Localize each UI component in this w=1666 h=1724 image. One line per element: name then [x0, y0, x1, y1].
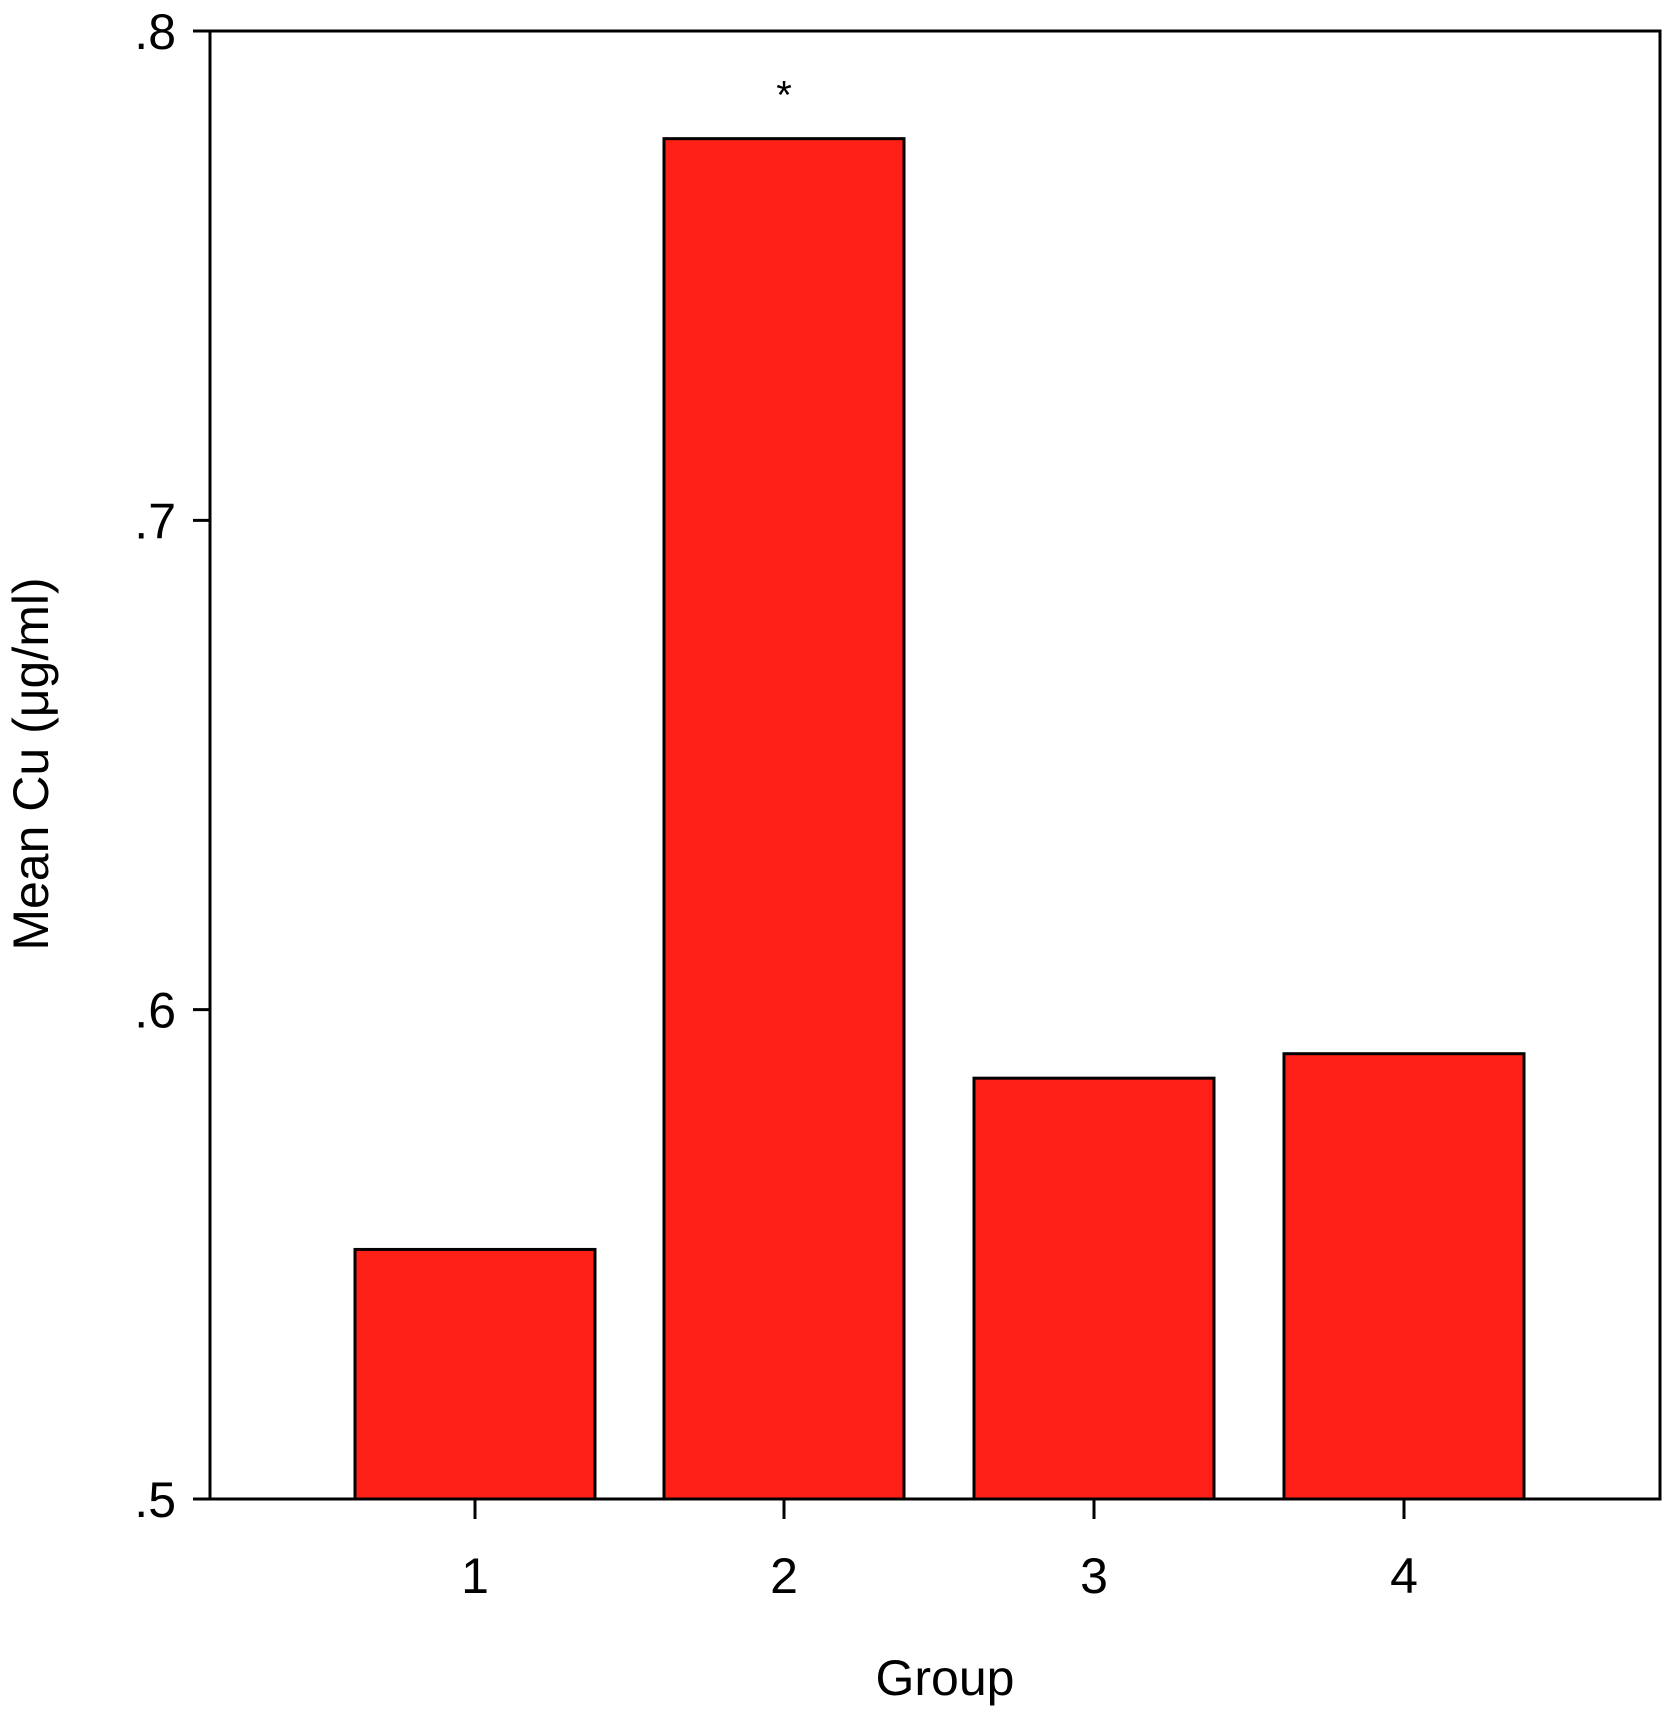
y-tick-label: .5 [134, 1472, 176, 1528]
y-tick-label: .8 [134, 4, 176, 60]
y-tick-label: .6 [134, 983, 176, 1039]
y-tick-label: .7 [134, 493, 176, 549]
significance-marker: * [776, 74, 792, 118]
bar-group-2 [662, 137, 906, 1501]
plot-area [208, 29, 1662, 1501]
x-tick-label: 3 [1080, 1548, 1108, 1604]
y-axis-title: Mean Cu (μg/ml) [3, 577, 59, 950]
x-axis: 1 2 3 4 [461, 1499, 1418, 1604]
x-axis-title: Group [876, 1650, 1015, 1706]
bar-group-3 [972, 1076, 1216, 1501]
annotations: * [776, 74, 792, 118]
plot-frame [208, 29, 1662, 1501]
y-axis: .5 .6 .7 .8 [134, 4, 210, 1528]
x-tick-label: 1 [461, 1548, 489, 1604]
x-tick-label: 4 [1390, 1548, 1418, 1604]
bar-group-4 [1282, 1052, 1526, 1501]
x-tick-label: 2 [770, 1548, 798, 1604]
bar-group-1 [353, 1247, 597, 1501]
bars [353, 137, 1526, 1501]
